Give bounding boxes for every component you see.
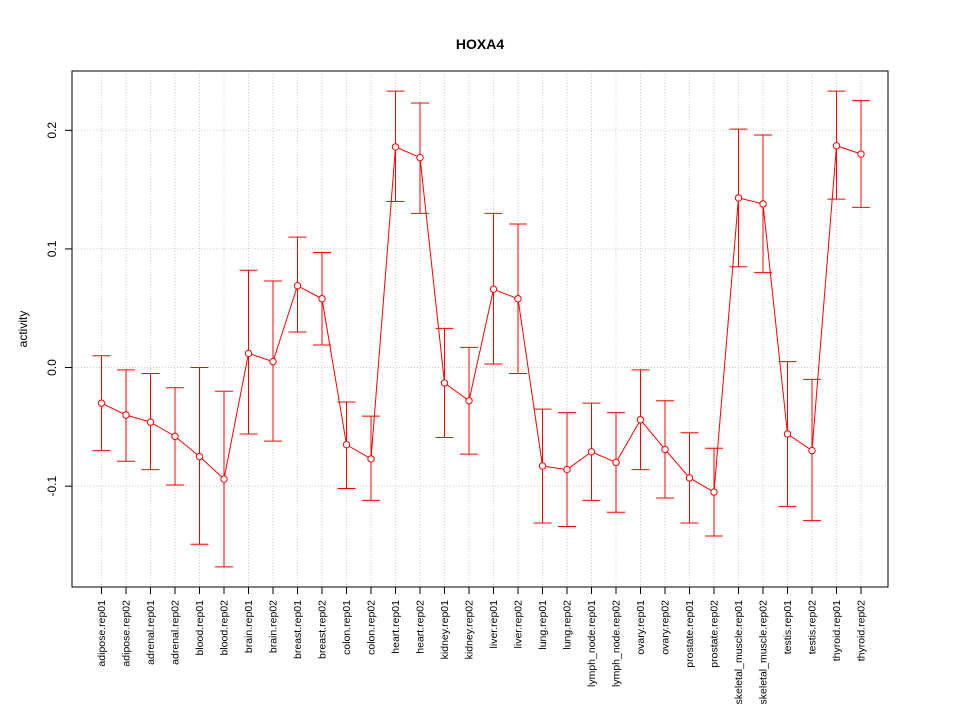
- x-tick-label: testis.rep02: [807, 600, 819, 654]
- data-point: [612, 458, 620, 467]
- x-tick-label: prostate.rep01: [684, 600, 696, 668]
- data-point: [97, 399, 106, 407]
- x-tick-label: testis.rep01: [782, 600, 794, 654]
- data-point: [269, 357, 277, 366]
- x-tick-label: liver.rep02: [513, 600, 525, 649]
- x-tick-label: lymph_node.rep01: [586, 600, 598, 687]
- data-point: [195, 452, 204, 461]
- x-tick-label: brain.rep02: [268, 600, 280, 653]
- x-tick-label: breast.rep02: [317, 600, 329, 659]
- data-point: [146, 418, 155, 426]
- x-tick-label: ovary.rep02: [660, 600, 672, 655]
- data-point: [661, 445, 669, 454]
- data-point: [416, 153, 424, 162]
- data-point: [832, 142, 841, 150]
- data-point: [391, 143, 400, 151]
- x-tick-label: kidney.rep01: [439, 600, 451, 660]
- x-tick-label: lung.rep01: [537, 600, 549, 650]
- x-tick-label: thyroid.rep02: [856, 600, 868, 661]
- data-point: [685, 474, 694, 482]
- data-point: [514, 295, 522, 303]
- x-tick-label: prostate.rep02: [709, 600, 721, 668]
- y-tick-label: 0.2: [45, 122, 59, 139]
- data-point: [563, 465, 571, 474]
- series-layer: [92, 90, 870, 568]
- data-point: [220, 475, 228, 483]
- data-point: [293, 282, 302, 290]
- chart-title: HOXA4: [456, 36, 504, 52]
- x-tick-label: adrenal.rep02: [170, 600, 182, 665]
- data-point: [465, 397, 473, 405]
- x-axis: adipose.rep01 adipose.rep02 adrenal.rep01 a…: [96, 586, 868, 705]
- x-tick-label: lung.rep02: [562, 600, 574, 650]
- plot-frame: [71, 70, 889, 588]
- y-tick-label: 0.0: [45, 359, 59, 376]
- data-point: [857, 150, 865, 158]
- data-point: [489, 285, 498, 293]
- grid: [72, 71, 888, 587]
- x-tick-label: colon.rep01: [341, 600, 353, 655]
- data-point: [122, 411, 130, 419]
- data-point: [244, 349, 253, 358]
- data-point: [342, 440, 351, 449]
- data-point: [734, 194, 743, 202]
- x-tick-label: liver.rep01: [488, 600, 500, 649]
- y-axis: -0.1 0.0 0.1 0.2: [45, 122, 73, 497]
- x-tick-label: heart.rep02: [415, 600, 427, 654]
- x-tick-label: ovary.rep01: [635, 600, 647, 655]
- data-point: [440, 379, 449, 387]
- data-point: [636, 416, 645, 424]
- x-tick-label: heart.rep01: [390, 600, 402, 654]
- data-point: [783, 430, 792, 438]
- y-tick-label: -0.1: [45, 476, 59, 497]
- x-tick-label: skeletal_muscle.rep02: [758, 600, 770, 705]
- x-tick-label: brain.rep01: [243, 600, 255, 653]
- x-tick-label: blood.rep02: [219, 600, 231, 656]
- x-tick-label: colon.rep02: [366, 600, 378, 655]
- x-tick-label: adipose.rep02: [121, 600, 133, 667]
- x-tick-label: lymph_node.rep02: [611, 600, 623, 687]
- x-tick-label: breast.rep01: [292, 600, 304, 659]
- series-line: [101, 145, 862, 493]
- data-point: [587, 448, 596, 456]
- x-tick-label: thyroid.rep01: [831, 600, 843, 661]
- x-tick-label: skeletal_muscle.rep01: [733, 600, 745, 705]
- y-axis-label: activity: [16, 311, 30, 348]
- x-tick-label: adrenal.rep01: [145, 600, 157, 665]
- data-point: [318, 295, 326, 303]
- y-tick-label: 0.1: [45, 240, 59, 257]
- data-point: [808, 446, 816, 455]
- x-tick-label: blood.rep01: [194, 600, 206, 656]
- data-point: [710, 488, 718, 496]
- x-tick-label: kidney.rep02: [464, 600, 476, 660]
- data-point: [759, 200, 767, 208]
- data-point: [538, 462, 547, 470]
- data-point: [171, 432, 179, 441]
- x-tick-label: adipose.rep01: [96, 600, 108, 667]
- data-point: [367, 455, 375, 463]
